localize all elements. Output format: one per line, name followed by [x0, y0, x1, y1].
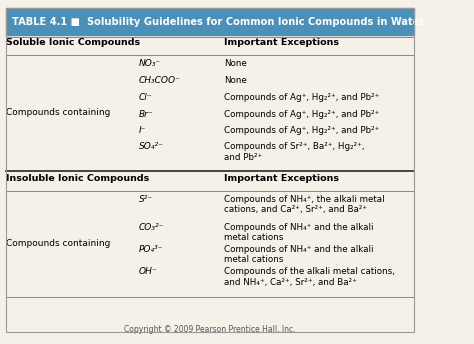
Text: S²⁻: S²⁻ — [139, 195, 153, 204]
Text: Compounds of Sr²⁺, Ba²⁺, Hg₂²⁺,
and Pb²⁺: Compounds of Sr²⁺, Ba²⁺, Hg₂²⁺, and Pb²⁺ — [225, 142, 365, 162]
Text: None: None — [225, 76, 247, 85]
Text: None: None — [225, 59, 247, 68]
Text: NO₃⁻: NO₃⁻ — [139, 59, 161, 68]
Text: PO₄³⁻: PO₄³⁻ — [139, 245, 164, 254]
Text: Br⁻: Br⁻ — [139, 109, 154, 119]
Text: Cl⁻: Cl⁻ — [139, 93, 153, 102]
Text: Compounds containing: Compounds containing — [6, 239, 110, 248]
Text: SO₄²⁻: SO₄²⁻ — [139, 142, 164, 151]
Text: CO₃²⁻: CO₃²⁻ — [139, 223, 164, 232]
Text: Copyright © 2009 Pearson Prentice Hall, Inc.: Copyright © 2009 Pearson Prentice Hall, … — [124, 325, 296, 334]
Text: Important Exceptions: Important Exceptions — [225, 38, 339, 47]
Text: OH⁻: OH⁻ — [139, 267, 158, 276]
Text: Compounds of the alkali metal cations,
and NH₄⁺, Ca²⁺, Sr²⁺, and Ba²⁺: Compounds of the alkali metal cations, a… — [225, 267, 395, 287]
Text: Soluble Ionic Compounds: Soluble Ionic Compounds — [6, 38, 140, 47]
Text: Compounds of NH₄⁺ and the alkali
metal cations: Compounds of NH₄⁺ and the alkali metal c… — [225, 223, 374, 242]
FancyBboxPatch shape — [6, 8, 414, 35]
Text: Compounds containing: Compounds containing — [6, 108, 110, 117]
Text: TABLE 4.1 ■  Solubility Guidelines for Common Ionic Compounds in Water: TABLE 4.1 ■ Solubility Guidelines for Co… — [12, 17, 424, 26]
Text: Compounds of NH₄⁺, the alkali metal
cations, and Ca²⁺, Sr²⁺, and Ba²⁺: Compounds of NH₄⁺, the alkali metal cati… — [225, 195, 385, 214]
Text: Important Exceptions: Important Exceptions — [225, 174, 339, 183]
Text: Compounds of Ag⁺, Hg₂²⁺, and Pb²⁺: Compounds of Ag⁺, Hg₂²⁺, and Pb²⁺ — [225, 109, 380, 119]
Text: Compounds of Ag⁺, Hg₂²⁺, and Pb²⁺: Compounds of Ag⁺, Hg₂²⁺, and Pb²⁺ — [225, 126, 380, 135]
Text: I⁻: I⁻ — [139, 126, 146, 135]
Text: CH₃COO⁻: CH₃COO⁻ — [139, 76, 181, 85]
Text: Compounds of Ag⁺, Hg₂²⁺, and Pb²⁺: Compounds of Ag⁺, Hg₂²⁺, and Pb²⁺ — [225, 93, 380, 102]
Text: Insoluble Ionic Compounds: Insoluble Ionic Compounds — [6, 174, 149, 183]
Text: Compounds of NH₄⁺ and the alkali
metal cations: Compounds of NH₄⁺ and the alkali metal c… — [225, 245, 374, 265]
